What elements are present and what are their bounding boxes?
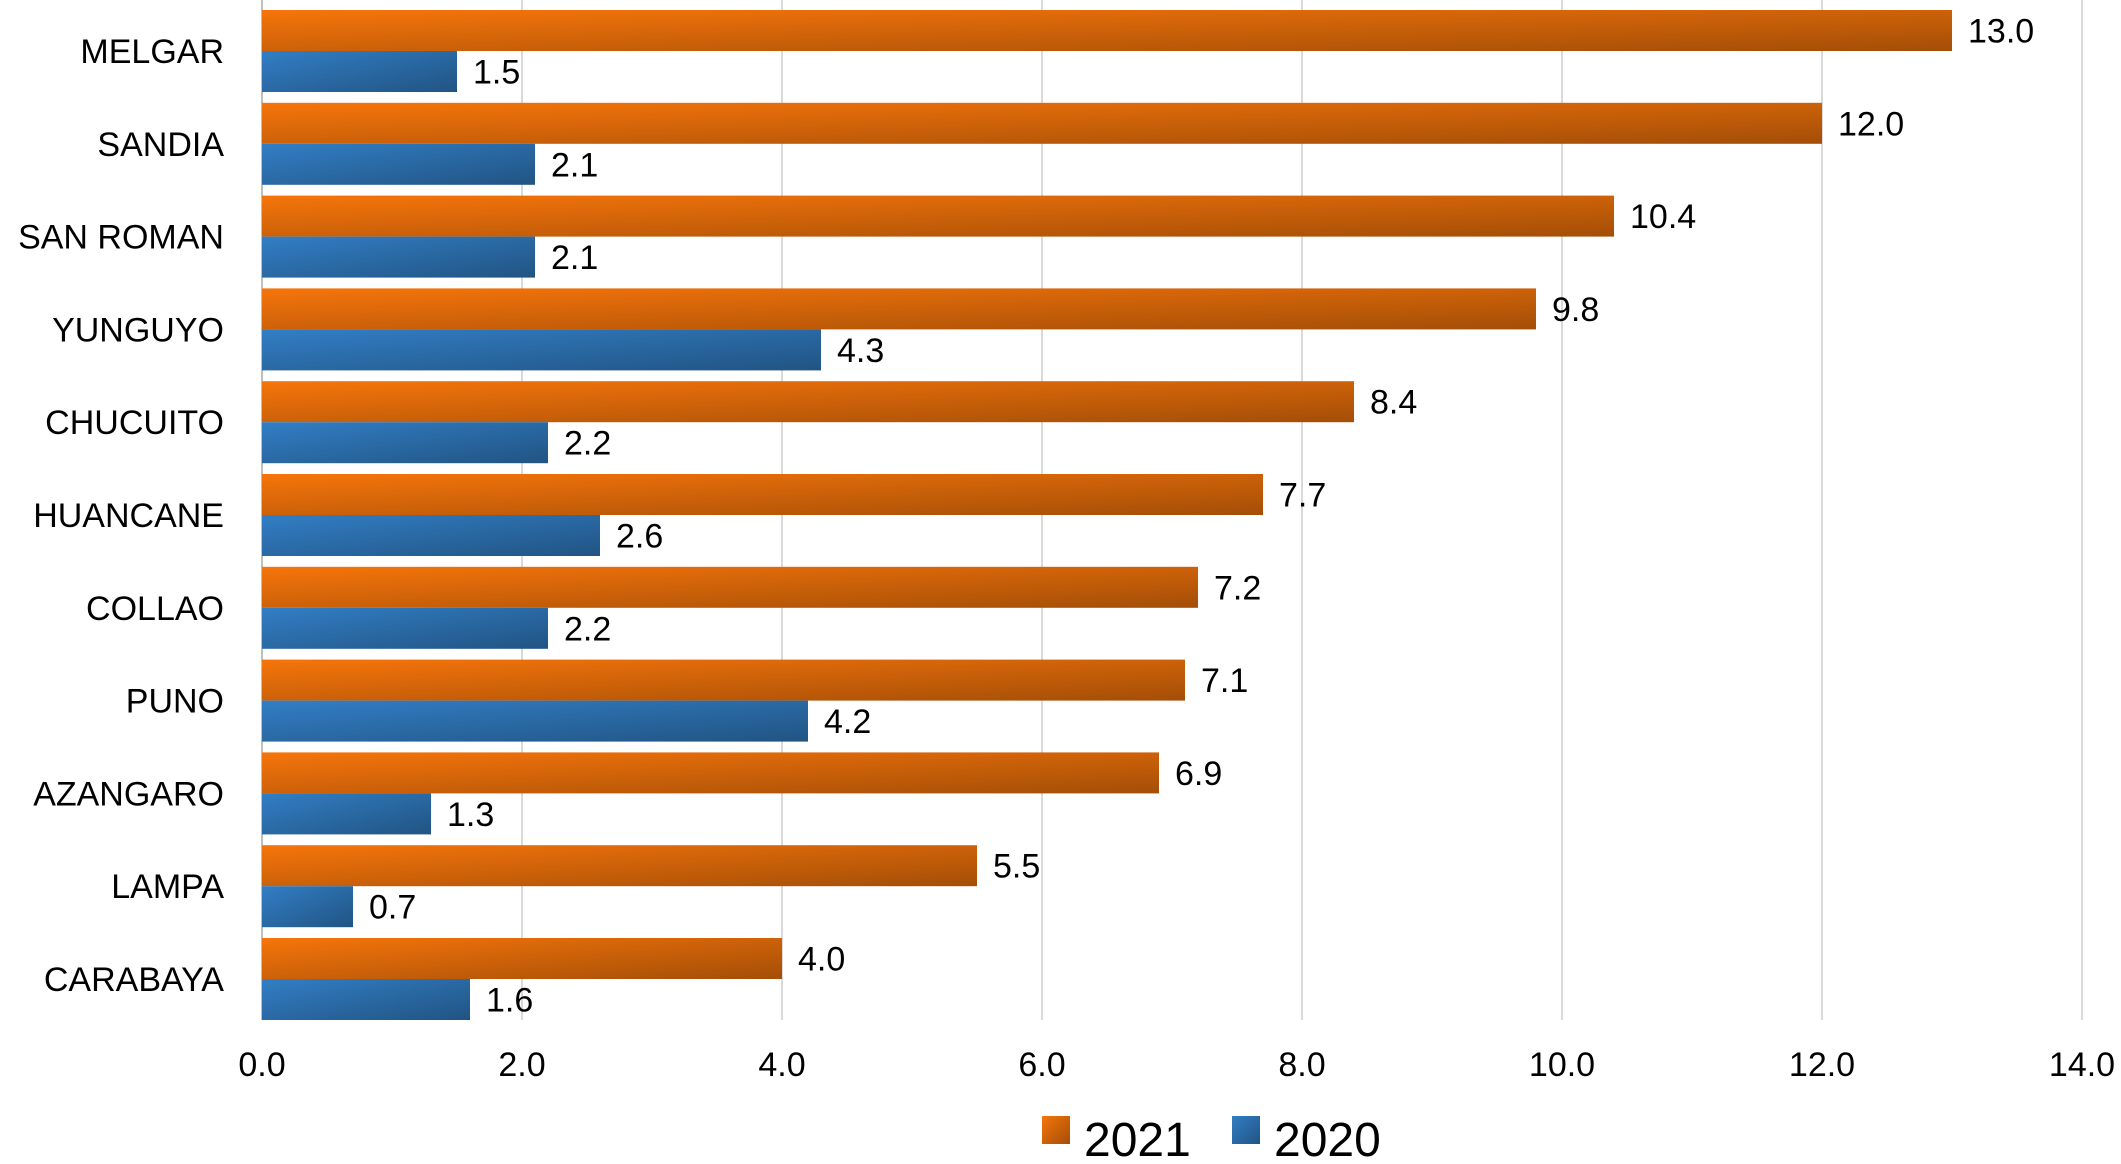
bar-2020-melgar bbox=[262, 51, 457, 92]
bar-2020-carabaya bbox=[262, 979, 470, 1020]
bar-2021-chucuito bbox=[262, 381, 1354, 423]
category-label: YUNGUYO bbox=[52, 311, 224, 349]
data-label: 2.2 bbox=[564, 610, 611, 648]
data-label: 10.4 bbox=[1630, 198, 1696, 236]
bar-2021-puno bbox=[262, 659, 1185, 701]
bar-2021-san-roman bbox=[262, 195, 1614, 237]
data-label: 12.0 bbox=[1838, 105, 1904, 143]
bar-2020-huancane bbox=[262, 515, 600, 556]
bar-2020-san-roman bbox=[262, 236, 535, 278]
data-label: 8.4 bbox=[1370, 384, 1417, 422]
legend-swatch-2021 bbox=[1042, 1116, 1070, 1144]
bar-2020-collao bbox=[262, 607, 548, 649]
category-label: LAMPA bbox=[111, 868, 224, 906]
category-label: COLLAO bbox=[86, 590, 224, 628]
x-tick-label: 14.0 bbox=[2049, 1046, 2115, 1084]
data-label: 4.3 bbox=[837, 332, 884, 370]
category-label: CHUCUITO bbox=[45, 404, 224, 442]
data-label: 4.2 bbox=[824, 703, 871, 741]
data-label: 1.5 bbox=[473, 54, 520, 92]
data-label: 7.1 bbox=[1201, 662, 1248, 700]
category-label: SANDIA bbox=[97, 126, 224, 164]
x-tick-label: 0.0 bbox=[238, 1046, 285, 1084]
bar-2020-puno bbox=[262, 700, 808, 742]
data-label: 1.6 bbox=[486, 982, 533, 1020]
bar-2020-sandia bbox=[262, 143, 535, 185]
x-tick-label: 12.0 bbox=[1789, 1046, 1855, 1084]
bar-2021-lampa bbox=[262, 845, 977, 887]
x-tick-label: 6.0 bbox=[1018, 1046, 1065, 1084]
bar-2021-azangaro bbox=[262, 752, 1159, 794]
category-label: PUNO bbox=[126, 683, 224, 721]
bar-2020-lampa bbox=[262, 886, 353, 928]
category-label: HUANCANE bbox=[33, 497, 224, 535]
data-label: 7.7 bbox=[1279, 477, 1326, 515]
data-label: 5.5 bbox=[993, 848, 1040, 886]
legend-swatch-2020 bbox=[1232, 1116, 1260, 1144]
bar-2021-collao bbox=[262, 566, 1198, 608]
data-label: 2.1 bbox=[551, 146, 598, 184]
data-label: 2.6 bbox=[616, 518, 663, 556]
data-label: 2.1 bbox=[551, 239, 598, 277]
data-label: 13.0 bbox=[1968, 13, 2034, 51]
category-label: CARABAYA bbox=[44, 961, 224, 999]
bar-2020-azangaro bbox=[262, 793, 431, 835]
bars bbox=[262, 10, 1952, 1020]
x-tick-label: 10.0 bbox=[1529, 1046, 1595, 1084]
x-tick-label: 4.0 bbox=[758, 1046, 805, 1084]
legend-label-2021: 2021 bbox=[1084, 1114, 1191, 1164]
data-label: 9.8 bbox=[1552, 291, 1599, 329]
category-label: AZANGARO bbox=[33, 775, 224, 813]
data-label: 0.7 bbox=[369, 889, 416, 927]
bar-2021-huancane bbox=[262, 474, 1263, 515]
bar-2020-yunguyo bbox=[262, 329, 821, 371]
bar-2020-chucuito bbox=[262, 422, 548, 464]
data-label: 1.3 bbox=[447, 796, 494, 834]
x-tick-label: 8.0 bbox=[1278, 1046, 1325, 1084]
category-axis: MELGAR SANDIA SAN ROMAN YUNGUYO CHUCUITO HUAN… bbox=[18, 33, 224, 999]
bar-2021-melgar bbox=[262, 10, 1952, 51]
bar-2021-sandia bbox=[262, 102, 1822, 144]
category-label: SAN ROMAN bbox=[18, 219, 224, 257]
data-labels: 13.0 1.5 12.0 2.1 10.4 2.1 9.8 4.3 8.4 2.2 7.7 2.6 7… bbox=[369, 13, 2034, 1020]
legend: 2021 2020 bbox=[1042, 1114, 1381, 1164]
x-tick-label: 2.0 bbox=[498, 1046, 545, 1084]
data-label: 6.9 bbox=[1175, 755, 1222, 793]
category-label: MELGAR bbox=[80, 33, 224, 71]
data-label: 7.2 bbox=[1214, 569, 1261, 607]
bar-2021-yunguyo bbox=[262, 288, 1536, 330]
value-axis: 0.0 2.0 4.0 6.0 8.0 10.0 12.0 14.0 bbox=[238, 1046, 2115, 1084]
bar-2021-carabaya bbox=[262, 938, 782, 979]
legend-label-2020: 2020 bbox=[1274, 1114, 1381, 1164]
data-label: 4.0 bbox=[798, 941, 845, 979]
data-label: 2.2 bbox=[564, 425, 611, 463]
